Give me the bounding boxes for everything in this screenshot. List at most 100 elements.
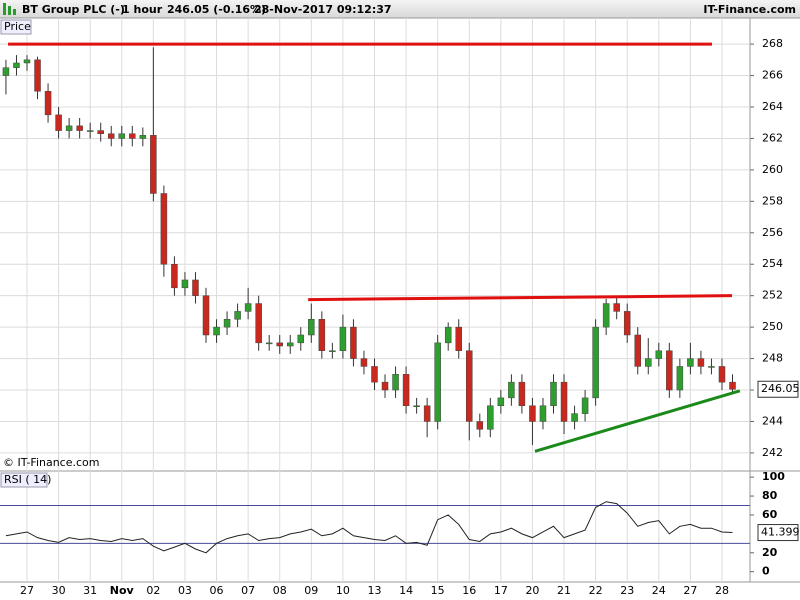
candle-body (708, 366, 715, 368)
pane-label-box (0, 19, 32, 35)
y-tick-label: 258 (762, 194, 783, 207)
y-tick-label: 262 (762, 131, 783, 144)
candle-body (655, 350, 663, 359)
x-tick-label: 22 (589, 584, 603, 597)
candle-body (623, 311, 631, 336)
last-value-label: 41.399 (761, 526, 800, 539)
candle-body (244, 303, 252, 312)
candle-body (139, 135, 147, 139)
candle-body (645, 358, 652, 367)
quote: 246.05 (-0.16%) (167, 3, 266, 16)
logo (13, 9, 16, 15)
last-value-box (757, 524, 799, 542)
x-tick-label: Nov (110, 584, 135, 597)
y-tick-label: 250 (762, 320, 783, 333)
candle-body (718, 366, 726, 383)
y-tick-label: 254 (762, 257, 783, 270)
candle-body (86, 130, 94, 132)
x-tick-label: 10 (336, 584, 350, 597)
candle-body (160, 193, 168, 265)
x-tick-label: 14 (399, 584, 413, 597)
candle-body (476, 421, 484, 430)
candle-body (666, 350, 673, 391)
trend-line (308, 294, 732, 302)
candle-body (150, 135, 157, 194)
x-tick-label: 27 (20, 584, 34, 597)
pane-label-box (0, 472, 48, 488)
candle-body (581, 397, 589, 414)
candle-body (729, 381, 736, 390)
candle-body (171, 263, 178, 289)
candle-body (381, 381, 389, 391)
candle-body (360, 358, 368, 367)
last-price-label: 246.05 (761, 382, 800, 395)
y-tick-label: 244 (762, 414, 783, 427)
candle-body (413, 405, 420, 407)
labels: 2422442462482502522542562582602622642662… (20, 37, 800, 597)
x-tick-label: 16 (462, 584, 476, 597)
candle-body (55, 114, 62, 131)
y-tick-label: 0 (762, 565, 770, 578)
candle-body (223, 319, 231, 328)
x-tick-label: 23 (620, 584, 634, 597)
marks (2, 42, 741, 554)
candle-body (287, 342, 294, 347)
x-tick-label: 28 (715, 584, 729, 597)
x-tick-label: 30 (52, 584, 66, 597)
candle-body (202, 295, 210, 336)
brand: IT-Finance.com (703, 3, 796, 16)
candle-body (129, 133, 136, 139)
candle-body (592, 326, 599, 399)
x-tick-label: 07 (241, 584, 255, 597)
candle-body (697, 358, 705, 367)
y-tick-label: 266 (762, 69, 783, 82)
candle-body (65, 125, 73, 131)
instrument: BT Group PLC (-) (22, 3, 125, 16)
watermark: © IT-Finance.com (3, 456, 100, 469)
candle-body (297, 334, 305, 344)
candle-body (329, 350, 336, 352)
x-tick-label: 03 (178, 584, 192, 597)
y-tick-label: 248 (762, 352, 783, 365)
candle-body (34, 59, 41, 92)
candle-body (529, 405, 536, 422)
candle-body (602, 303, 610, 328)
candle-body (613, 303, 620, 312)
candle-body (560, 381, 568, 422)
x-tick-label: 02 (146, 584, 160, 597)
candle-body (2, 67, 10, 76)
candle-body (571, 413, 578, 422)
candle-body (434, 342, 441, 422)
candle-body (97, 130, 104, 134)
y-tick-label: 80 (762, 489, 778, 502)
pane-label: Price (4, 20, 31, 33)
candle-body (234, 311, 241, 320)
x-tick-label: 24 (652, 584, 666, 597)
y-tick-label: 60 (762, 508, 778, 521)
candle-body (44, 91, 52, 116)
y-tick-label: 242 (762, 446, 783, 459)
x-tick-label: 21 (557, 584, 571, 597)
pane-label: RSI ( 14) (4, 473, 51, 486)
candle-body (265, 342, 273, 345)
candle-body (402, 374, 410, 406)
rsi-line (5, 501, 733, 554)
candle-body (676, 366, 684, 391)
candle-body (276, 342, 283, 347)
x-tick-label: 31 (83, 584, 97, 597)
candle-body (339, 326, 347, 351)
candle-body (497, 397, 505, 406)
candle-body (255, 303, 262, 344)
y-tick-label: 20 (762, 546, 778, 559)
candle-body (455, 326, 462, 351)
logo (3, 3, 6, 15)
y-tick-label: 252 (762, 289, 783, 302)
candle-body (350, 326, 357, 359)
candle-body (423, 405, 431, 422)
x-tick-label: 27 (683, 584, 697, 597)
candle-body (23, 59, 31, 64)
candle-body (392, 374, 399, 391)
timestamp: 28-Nov-2017 09:12:37 (254, 3, 392, 16)
last-price-box (757, 380, 799, 398)
candle-body (539, 405, 547, 422)
